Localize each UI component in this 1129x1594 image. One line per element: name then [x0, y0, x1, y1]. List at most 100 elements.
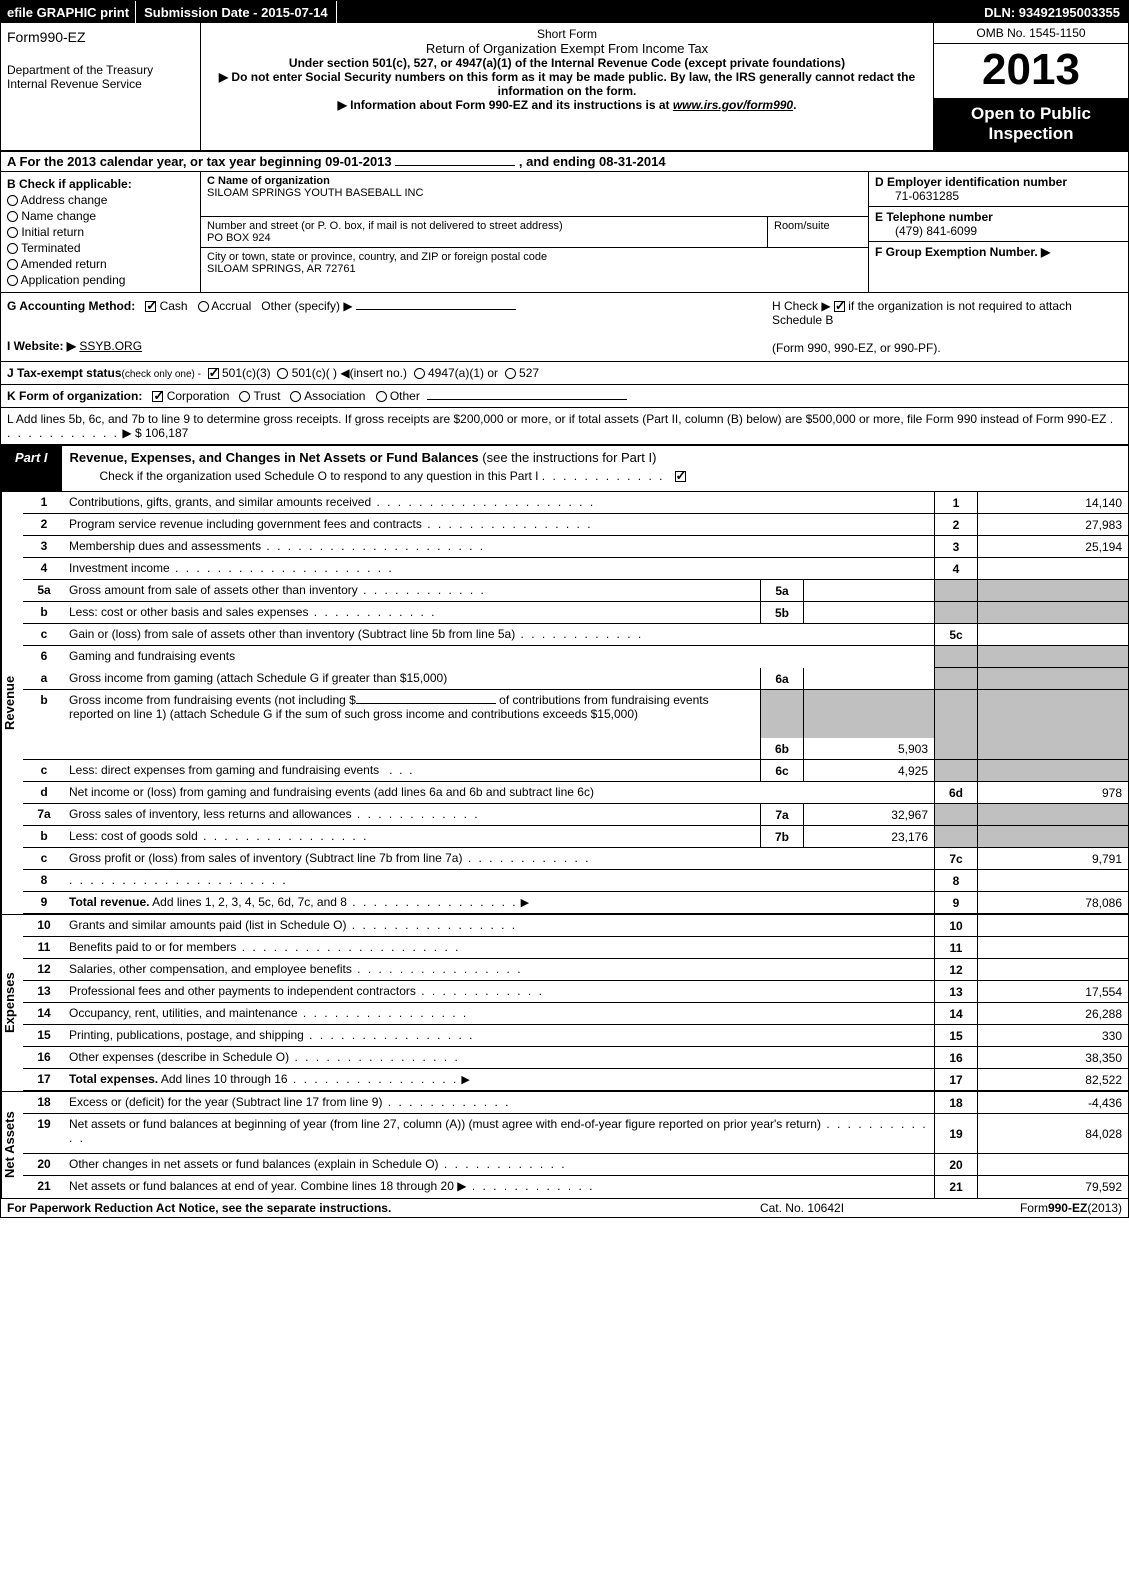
- irs-label: Internal Revenue Service: [7, 77, 194, 91]
- line-a: A For the 2013 calendar year, or tax yea…: [1, 152, 1128, 172]
- short-form-label: Short Form: [207, 27, 927, 41]
- row-21: 21Net assets or fund balances at end of …: [23, 1176, 1128, 1198]
- row-5c: cGain or (loss) from sale of assets othe…: [23, 624, 1128, 646]
- row-7a: 7aGross sales of inventory, less returns…: [23, 804, 1128, 826]
- b-initial-return[interactable]: Initial return: [7, 225, 194, 239]
- d-ein: 71-0631285: [875, 189, 1122, 203]
- c-addr-block: Number and street (or P. O. box, if mail…: [201, 217, 868, 248]
- c-room-label: Room/suite: [768, 217, 868, 247]
- form-container: efile GRAPHIC print Submission Date - 20…: [0, 0, 1129, 1218]
- section-gh: G Accounting Method: Cash Accrual Other …: [1, 293, 1128, 362]
- schedule-o-checkbox[interactable]: [675, 471, 686, 482]
- footer-catno: Cat. No. 10642I: [702, 1201, 902, 1215]
- footer-left: For Paperwork Reduction Act Notice, see …: [7, 1201, 702, 1215]
- section-c: C Name of organization SILOAM SPRINGS YO…: [201, 172, 868, 292]
- line-a-mid: , and ending 08-31-2014: [519, 154, 666, 169]
- row-6b-text: b Gross income from fundraising events (…: [23, 690, 1128, 738]
- l-val: $ 106,187: [135, 426, 188, 440]
- part-i-tab: Part I: [1, 446, 62, 491]
- k-other-radio[interactable]: [376, 391, 387, 402]
- form-header-center: Short Form Return of Organization Exempt…: [201, 23, 933, 150]
- line-l: L Add lines 5b, 6c, and 7b to line 9 to …: [1, 408, 1128, 444]
- part-i-chkline: Check if the organization used Schedule …: [100, 469, 539, 483]
- k-trust-radio[interactable]: [239, 391, 250, 402]
- j-501c3-checkbox[interactable]: [208, 368, 219, 379]
- section-b: B Check if applicable: Address change Na…: [1, 172, 201, 292]
- omb-number: OMB No. 1545-1150: [934, 23, 1128, 44]
- bullet-1: ▶ Do not enter Social Security numbers o…: [207, 70, 927, 98]
- row-20: 20Other changes in net assets or fund ba…: [23, 1154, 1128, 1176]
- j-501c-radio[interactable]: [277, 368, 288, 379]
- row-7b: bLess: cost of goods sold 7b23,176: [23, 826, 1128, 848]
- g-block: G Accounting Method: Cash Accrual Other …: [7, 299, 772, 355]
- tax-year: 2013: [934, 44, 1128, 98]
- irs-link[interactable]: www.irs.gov/form990: [673, 98, 793, 112]
- row-5a: 5aGross amount from sale of assets other…: [23, 580, 1128, 602]
- c-city-label: City or town, state or province, country…: [207, 251, 862, 263]
- d-label: D Employer identification number: [875, 175, 1122, 189]
- d-block: D Employer identification number 71-0631…: [869, 172, 1128, 207]
- c-addr: PO BOX 924: [207, 232, 761, 244]
- k-assoc-radio[interactable]: [290, 391, 301, 402]
- form-subtitle: Under section 501(c), 527, or 4947(a)(1)…: [207, 56, 927, 70]
- row-2: 2Program service revenue including gover…: [23, 514, 1128, 536]
- form-number: Form990-EZ: [7, 29, 194, 45]
- j-527-radio[interactable]: [505, 368, 516, 379]
- open-inspection: Open to Public Inspection: [934, 98, 1128, 150]
- h-checkbox[interactable]: [834, 301, 845, 312]
- c-addr-label: Number and street (or P. O. box, if mail…: [207, 220, 761, 232]
- row-6a: aGross income from gaming (attach Schedu…: [23, 668, 1128, 690]
- c-city-block: City or town, state or province, country…: [201, 248, 868, 292]
- row-14: 14Occupancy, rent, utilities, and mainte…: [23, 1003, 1128, 1025]
- h-block: H Check ▶ if the organization is not req…: [772, 299, 1122, 355]
- g-accrual-radio[interactable]: [198, 301, 209, 312]
- netassets-section: Net Assets 18Excess or (deficit) for the…: [1, 1091, 1128, 1198]
- form-header-right: OMB No. 1545-1150 2013 Open to Public In…: [933, 23, 1128, 150]
- b-application-pending[interactable]: Application pending: [7, 273, 194, 287]
- section-def: D Employer identification number 71-0631…: [868, 172, 1128, 292]
- submission-date: Submission Date - 2015-07-14: [136, 1, 337, 23]
- row-17: 17Total expenses. Add lines 10 through 1…: [23, 1069, 1128, 1091]
- topbar: efile GRAPHIC print Submission Date - 20…: [1, 1, 1128, 23]
- row-6c: cLess: direct expenses from gaming and f…: [23, 760, 1128, 782]
- section-bf: B Check if applicable: Address change Na…: [1, 172, 1128, 293]
- netassets-sidelabel: Net Assets: [1, 1092, 23, 1198]
- f-label: F Group Exemption Number. ▶: [875, 245, 1050, 259]
- row-19: 19Net assets or fund balances at beginni…: [23, 1114, 1128, 1154]
- row-1: 1Contributions, gifts, grants, and simil…: [23, 492, 1128, 514]
- b-label: B Check if applicable:: [7, 177, 194, 191]
- line-j: J Tax-exempt status(check only one) - 50…: [1, 362, 1128, 385]
- row-13: 13Professional fees and other payments t…: [23, 981, 1128, 1003]
- bullet-2-pre: ▶ Information about Form 990-EZ and its …: [338, 98, 673, 112]
- row-12: 12Salaries, other compensation, and empl…: [23, 959, 1128, 981]
- line-k: K Form of organization: Corporation Trus…: [1, 385, 1128, 408]
- c-name-label: C Name of organization: [207, 175, 862, 187]
- b-terminated[interactable]: Terminated: [7, 241, 194, 255]
- row-6d: dNet income or (loss) from gaming and fu…: [23, 782, 1128, 804]
- row-16: 16Other expenses (describe in Schedule O…: [23, 1047, 1128, 1069]
- row-4: 4Investment income 4: [23, 558, 1128, 580]
- row-18: 18Excess or (deficit) for the year (Subt…: [23, 1092, 1128, 1114]
- form-title: Return of Organization Exempt From Incom…: [207, 41, 927, 56]
- b-amended-return[interactable]: Amended return: [7, 257, 194, 271]
- k-corp-checkbox[interactable]: [152, 391, 163, 402]
- g-cash-checkbox[interactable]: [145, 301, 156, 312]
- part-i-header: Part I Revenue, Expenses, and Changes in…: [1, 444, 1128, 492]
- b-address-change[interactable]: Address change: [7, 193, 194, 207]
- row-15: 15Printing, publications, postage, and s…: [23, 1025, 1128, 1047]
- row-6b: 6b5,903: [23, 738, 1128, 760]
- e-label: E Telephone number: [875, 210, 1122, 224]
- e-phone: (479) 841-6099: [875, 224, 1122, 238]
- dept-treasury: Department of the Treasury: [7, 63, 194, 77]
- row-7c: cGross profit or (loss) from sales of in…: [23, 848, 1128, 870]
- b-name-change[interactable]: Name change: [7, 209, 194, 223]
- j-4947-radio[interactable]: [414, 368, 425, 379]
- form-header-left: Form990-EZ Department of the Treasury In…: [1, 23, 201, 150]
- h-text1: H Check ▶: [772, 299, 834, 313]
- i-website[interactable]: SSYB.ORG: [79, 339, 142, 353]
- bullet-2: ▶ Information about Form 990-EZ and its …: [207, 98, 927, 112]
- g-label: G Accounting Method:: [7, 299, 135, 313]
- line-a-pre: A For the 2013 calendar year, or tax yea…: [7, 154, 392, 169]
- efile-label: efile GRAPHIC print: [1, 1, 136, 23]
- c-city: SILOAM SPRINGS, AR 72761: [207, 263, 862, 275]
